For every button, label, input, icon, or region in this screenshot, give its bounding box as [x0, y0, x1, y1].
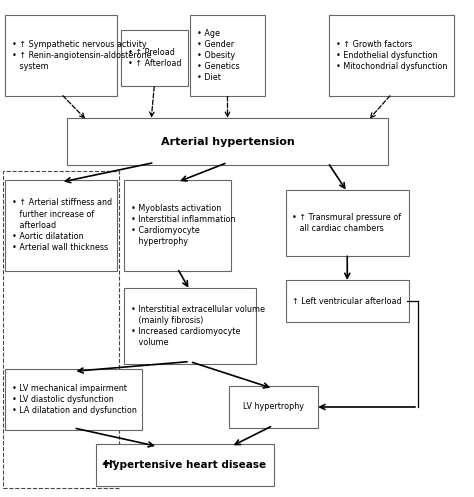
Text: • LV mechanical impairment
• LV diastolic dysfunction
• LA dilatation and dysfun: • LV mechanical impairment • LV diastoli…: [12, 384, 137, 415]
Text: Arterial hypertension: Arterial hypertension: [161, 137, 294, 147]
Text: Hypertensive heart disease: Hypertensive heart disease: [104, 460, 266, 470]
FancyBboxPatch shape: [96, 444, 274, 486]
FancyBboxPatch shape: [5, 180, 117, 270]
Text: • Myoblasts activation
• Interstitial inflammation
• Cardiomyocyte
   hypertroph: • Myoblasts activation • Interstitial in…: [130, 204, 235, 247]
Text: LV hypertrophy: LV hypertrophy: [243, 403, 304, 412]
FancyBboxPatch shape: [67, 118, 388, 165]
FancyBboxPatch shape: [190, 15, 265, 96]
FancyBboxPatch shape: [124, 180, 231, 270]
FancyBboxPatch shape: [286, 189, 409, 256]
Text: • ↑ Preload
• ↑ Afterload: • ↑ Preload • ↑ Afterload: [128, 48, 182, 68]
FancyBboxPatch shape: [228, 386, 318, 428]
Text: • Interstitial extracellular volume
   (mainly fibrosis)
• Increased cardiomyocy: • Interstitial extracellular volume (mai…: [130, 305, 264, 347]
Text: • ↑ Arterial stiffness and
   further increase of
   afterload
• Aortic dilatati: • ↑ Arterial stiffness and further incre…: [12, 198, 112, 252]
FancyBboxPatch shape: [124, 288, 256, 364]
Text: • ↑ Sympathetic nervous activity
• ↑ Renin-angiotensin-aldosterone
   system: • ↑ Sympathetic nervous activity • ↑ Ren…: [12, 40, 151, 71]
FancyBboxPatch shape: [5, 15, 117, 96]
Text: • ↑ Transmural pressure of
   all cardiac chambers: • ↑ Transmural pressure of all cardiac c…: [292, 213, 401, 233]
FancyBboxPatch shape: [121, 30, 188, 86]
Text: ↑ Left ventricular afterload: ↑ Left ventricular afterload: [292, 297, 402, 306]
FancyBboxPatch shape: [5, 369, 142, 430]
Text: • Age
• Gender
• Obesity
• Genetics
• Diet: • Age • Gender • Obesity • Genetics • Di…: [197, 29, 239, 83]
Text: • ↑ Growth factors
• Endothelial dysfunction
• Mitochondrial dysfunction: • ↑ Growth factors • Endothelial dysfunc…: [336, 40, 447, 71]
FancyBboxPatch shape: [329, 15, 455, 96]
FancyBboxPatch shape: [286, 280, 409, 322]
